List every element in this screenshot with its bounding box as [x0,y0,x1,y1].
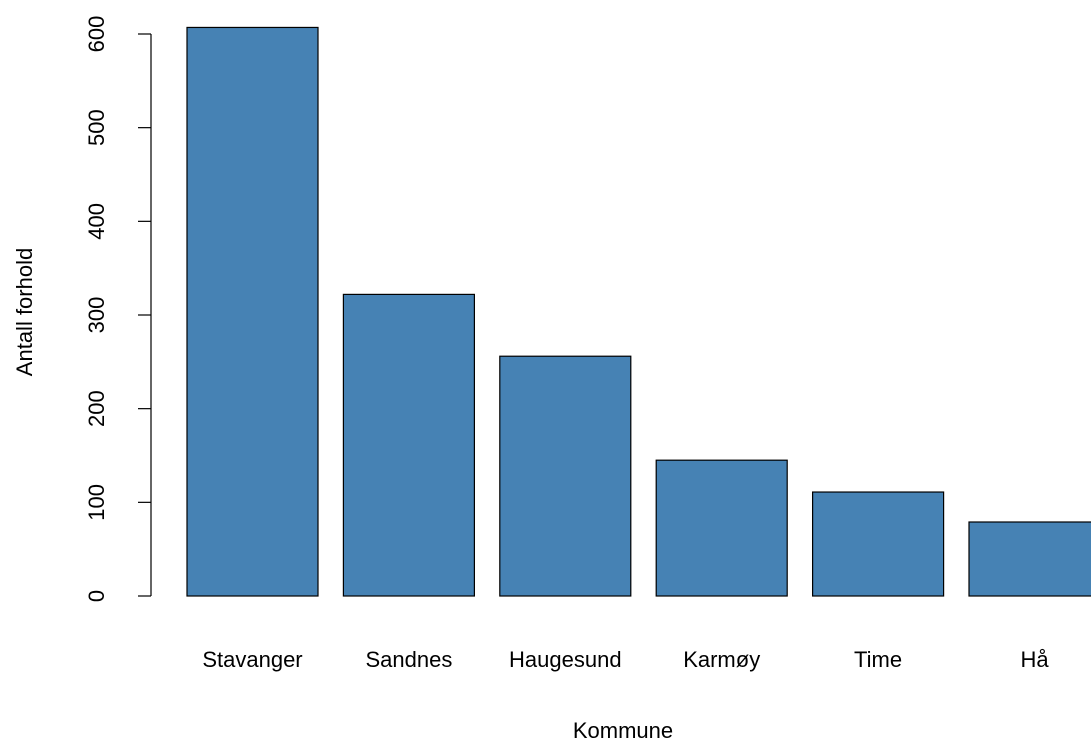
y-axis-title: Antall forhold [12,248,37,376]
bar-karmøy [655,459,788,597]
y-tick-label: 200 [84,390,109,427]
bar-haugesund [499,355,632,597]
x-tick-label: Karmøy [683,647,760,672]
y-tick-label: 600 [84,16,109,53]
bar-sandnes [342,293,475,597]
x-category-labels: Stavanger Sandnes Haugesund Karmøy Time Hå [202,647,1049,672]
y-axis: 0 100 200 300 400 500 600 [84,16,152,602]
bars-group [186,26,1091,597]
y-tick-label: 0 [84,590,109,602]
y-tick-label: 300 [84,297,109,334]
bar-stavanger [186,26,319,597]
x-tick-label: Hå [1020,647,1049,672]
x-axis-title: Kommune [573,718,673,743]
y-tick-label: 100 [84,484,109,521]
x-tick-label: Sandnes [365,647,452,672]
x-tick-label: Haugesund [509,647,622,672]
y-tick-label: 400 [84,203,109,240]
x-tick-label: Time [854,647,902,672]
x-tick-label: Stavanger [202,647,302,672]
bar-time [811,491,945,597]
y-tick-label: 500 [84,109,109,146]
bar-hå [968,521,1091,597]
